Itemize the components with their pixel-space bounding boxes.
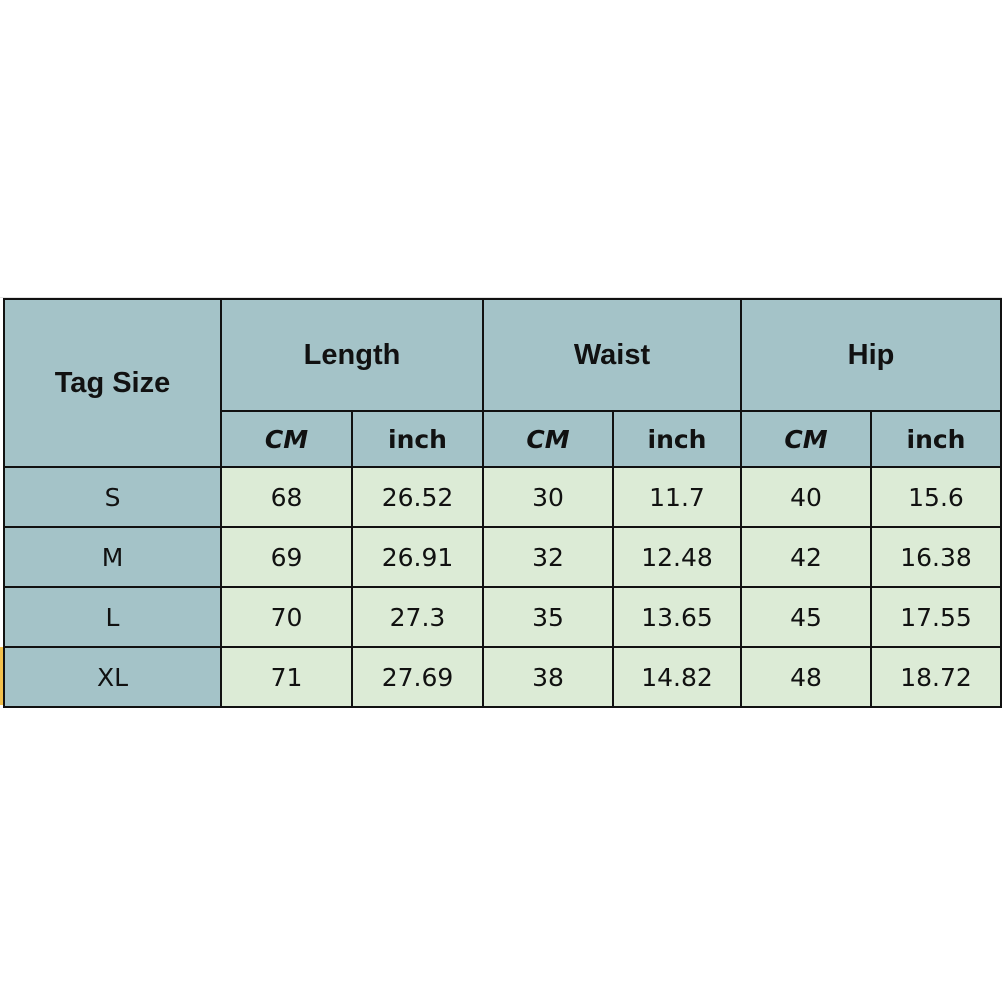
value-cell: 26.91 (351, 526, 484, 588)
value-cell: 68 (220, 466, 353, 528)
value-cell: 26.52 (351, 466, 484, 528)
value-cell: 69 (220, 526, 353, 588)
tag-size-header: Tag Size (3, 298, 222, 468)
value-cell: 45 (740, 586, 872, 648)
value-cell: 12.48 (612, 526, 742, 588)
table-row: XL 71 27.69 38 14.82 48 18.72 (3, 646, 1002, 708)
size-chart-table: Tag Size Length Waist Hip CM inch CM inch CM… (3, 298, 1002, 708)
value-cell: 18.72 (870, 646, 1002, 708)
value-cell: 14.82 (612, 646, 742, 708)
value-cell: 15.6 (870, 466, 1002, 528)
size-cell: L (3, 586, 222, 648)
table-row: M 69 26.91 32 12.48 42 16.38 (3, 526, 1002, 588)
value-cell: 70 (220, 586, 353, 648)
value-cell: 35 (482, 586, 614, 648)
value-cell: 71 (220, 646, 353, 708)
size-cell: S (3, 466, 222, 528)
value-cell: 40 (740, 466, 872, 528)
length-header: Length (220, 298, 484, 412)
value-cell: 27.3 (351, 586, 484, 648)
unit-header: CM (482, 410, 614, 468)
unit-header: CM (220, 410, 353, 468)
table-row: L 70 27.3 35 13.65 45 17.55 (3, 586, 1002, 648)
value-cell: 38 (482, 646, 614, 708)
value-cell: 16.38 (870, 526, 1002, 588)
value-cell: 11.7 (612, 466, 742, 528)
value-cell: 27.69 (351, 646, 484, 708)
unit-header: inch (351, 410, 484, 468)
value-cell: 30 (482, 466, 614, 528)
value-cell: 17.55 (870, 586, 1002, 648)
value-cell: 32 (482, 526, 614, 588)
unit-header: CM (740, 410, 872, 468)
table-row: S 68 26.52 30 11.7 40 15.6 (3, 466, 1002, 528)
waist-header: Waist (482, 298, 742, 412)
row-selection-marker (0, 647, 3, 705)
value-cell: 13.65 (612, 586, 742, 648)
value-cell: 42 (740, 526, 872, 588)
hip-header: Hip (740, 298, 1002, 412)
value-cell: 48 (740, 646, 872, 708)
unit-header: inch (870, 410, 1002, 468)
sheet-gridline (0, 297, 1002, 298)
unit-header: inch (612, 410, 742, 468)
size-cell: M (3, 526, 222, 588)
size-cell: XL (3, 646, 222, 708)
